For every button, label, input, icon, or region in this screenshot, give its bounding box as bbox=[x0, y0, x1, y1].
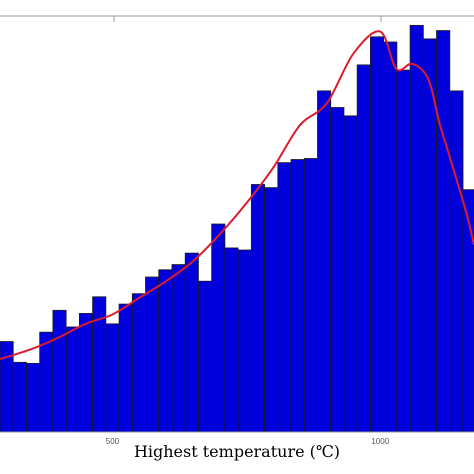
histogram-bar bbox=[370, 36, 385, 433]
histogram-bar bbox=[396, 69, 411, 433]
histogram-bar bbox=[277, 162, 292, 433]
histogram-bars bbox=[0, 24, 474, 433]
histogram-bar bbox=[118, 303, 133, 433]
histogram-bar bbox=[303, 158, 318, 433]
histogram-bar bbox=[383, 41, 398, 433]
histogram-bar bbox=[449, 90, 464, 433]
histogram-bar bbox=[145, 276, 160, 433]
histogram-bar bbox=[436, 30, 451, 433]
fit-curve bbox=[0, 30, 474, 361]
histogram-bar bbox=[290, 159, 305, 433]
histogram-bar bbox=[78, 313, 94, 433]
histogram-bar bbox=[462, 189, 474, 433]
x-tick-label: 500 bbox=[106, 437, 120, 446]
histogram-bar bbox=[12, 361, 27, 433]
histogram-bar bbox=[409, 24, 424, 433]
histogram-bar bbox=[131, 293, 146, 433]
histogram-bar bbox=[237, 249, 252, 433]
histogram-bar bbox=[264, 187, 279, 433]
histogram-bar bbox=[211, 223, 226, 433]
x-tick-label: 1000 bbox=[371, 437, 389, 446]
histogram-bar bbox=[26, 362, 41, 433]
histogram-bar bbox=[105, 323, 120, 433]
histogram-bar bbox=[158, 269, 173, 433]
histogram-bar bbox=[317, 90, 332, 433]
x-axis-label: Highest temperature (℃) bbox=[134, 442, 340, 461]
histogram-bar bbox=[224, 247, 239, 433]
histogram-bar bbox=[250, 184, 265, 433]
histogram-bar bbox=[39, 331, 54, 433]
histogram-bar bbox=[65, 326, 80, 433]
histogram-bar bbox=[171, 264, 186, 433]
histogram-bar bbox=[52, 309, 67, 433]
histogram-bar bbox=[356, 64, 371, 433]
x-tick-labels: 500 1000 bbox=[106, 437, 390, 446]
histogram-bar bbox=[343, 115, 358, 433]
histogram-bar bbox=[330, 107, 345, 433]
histogram-bar bbox=[198, 280, 213, 433]
histogram-bar bbox=[184, 252, 199, 433]
